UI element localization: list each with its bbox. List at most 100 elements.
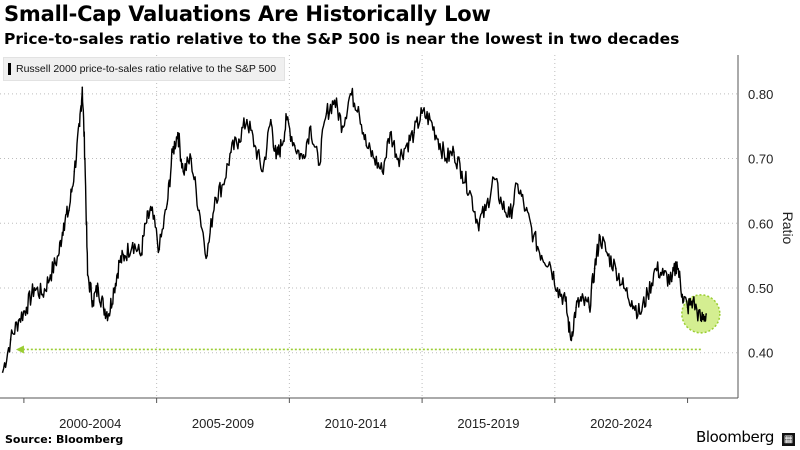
data-point bbox=[397, 157, 400, 160]
data-point bbox=[131, 241, 134, 244]
data-point bbox=[17, 319, 20, 322]
data-point bbox=[84, 157, 86, 160]
data-point bbox=[631, 300, 633, 302]
data-point bbox=[405, 144, 407, 147]
data-point bbox=[593, 267, 596, 270]
data-point bbox=[293, 144, 296, 147]
data-point bbox=[477, 222, 479, 225]
legend-swatch bbox=[8, 63, 11, 75]
data-point bbox=[500, 203, 503, 205]
y-tick-label: 0.70 bbox=[748, 152, 773, 167]
data-point bbox=[508, 215, 511, 218]
data-point bbox=[145, 222, 147, 225]
data-point bbox=[158, 248, 161, 250]
data-point bbox=[9, 338, 12, 341]
data-point bbox=[62, 222, 65, 225]
data-point bbox=[686, 306, 689, 309]
data-point bbox=[681, 293, 684, 296]
data-point bbox=[182, 170, 184, 173]
data-point bbox=[177, 131, 179, 134]
chart-title: Small-Cap Valuations Are Historically Lo… bbox=[4, 2, 491, 26]
data-point bbox=[357, 105, 360, 108]
data-point bbox=[317, 164, 320, 166]
data-point bbox=[285, 118, 288, 121]
data-point bbox=[280, 144, 283, 147]
data-point bbox=[373, 157, 376, 160]
data-point bbox=[516, 183, 519, 186]
data-point bbox=[429, 118, 431, 121]
data-point bbox=[269, 118, 272, 121]
data-point bbox=[102, 306, 105, 309]
data-point bbox=[68, 209, 70, 212]
data-point bbox=[41, 293, 44, 296]
data-point bbox=[607, 254, 609, 257]
data-point bbox=[670, 280, 673, 283]
data-point bbox=[692, 300, 694, 302]
data-point bbox=[97, 287, 100, 289]
data-point bbox=[437, 138, 439, 140]
data-point bbox=[556, 287, 559, 289]
data-point bbox=[492, 177, 495, 179]
data-point bbox=[569, 338, 572, 341]
data-point bbox=[33, 287, 36, 289]
data-point bbox=[524, 209, 527, 212]
y-tick-label: 0.50 bbox=[748, 281, 773, 296]
data-point bbox=[333, 99, 336, 102]
data-point bbox=[548, 261, 551, 263]
x-tick-label: 2010-2014 bbox=[325, 416, 387, 431]
chart-subtitle: Price-to-sales ratio relative to the S&P… bbox=[4, 30, 680, 48]
data-point bbox=[325, 112, 328, 115]
y-tick-label: 0.60 bbox=[748, 216, 773, 231]
data-point bbox=[206, 254, 208, 257]
data-point bbox=[341, 125, 344, 127]
data-point bbox=[532, 235, 535, 238]
x-tick-label: 2005-2009 bbox=[192, 416, 254, 431]
y-axis-label: Ratio bbox=[780, 212, 796, 245]
data-point bbox=[599, 235, 601, 238]
bloomberg-logo: Bloomberg bbox=[696, 428, 774, 446]
data-point bbox=[49, 274, 52, 276]
data-point bbox=[646, 293, 649, 296]
data-point bbox=[705, 313, 707, 315]
data-point bbox=[349, 93, 352, 95]
data-point bbox=[365, 144, 368, 147]
data-point bbox=[662, 274, 665, 276]
data-point bbox=[413, 131, 415, 134]
data-point bbox=[615, 267, 617, 270]
data-point bbox=[638, 313, 641, 315]
arrow-head-icon bbox=[15, 345, 24, 354]
data-point bbox=[453, 151, 455, 153]
data-point bbox=[108, 313, 110, 315]
data-point bbox=[588, 306, 591, 309]
data-point bbox=[254, 144, 256, 147]
data-point bbox=[238, 138, 240, 140]
data-point bbox=[86, 274, 89, 276]
data-point bbox=[57, 254, 60, 257]
bloomberg-terminal-icon: ▦ bbox=[782, 433, 795, 446]
data-point bbox=[222, 183, 224, 186]
data-point bbox=[469, 190, 471, 192]
data-point bbox=[25, 306, 28, 309]
data-point bbox=[78, 125, 81, 127]
data-point bbox=[166, 203, 169, 205]
source-note: Source: Bloomberg bbox=[5, 433, 124, 446]
data-point bbox=[171, 151, 174, 153]
data-point bbox=[190, 157, 192, 160]
x-tick-label: 2015-2019 bbox=[457, 416, 519, 431]
data-point bbox=[676, 261, 678, 263]
data-point bbox=[623, 287, 625, 289]
data-point bbox=[198, 209, 200, 212]
data-point bbox=[381, 170, 384, 173]
data-point bbox=[1, 371, 4, 373]
data-point bbox=[654, 267, 657, 270]
data-point bbox=[150, 209, 153, 212]
data-point bbox=[575, 306, 577, 309]
data-point bbox=[262, 170, 264, 173]
data-point bbox=[309, 125, 312, 127]
y-tick-label: 0.40 bbox=[748, 346, 773, 361]
y-tick-label: 0.80 bbox=[748, 87, 773, 102]
data-point bbox=[461, 170, 463, 173]
data-point bbox=[81, 86, 84, 89]
data-point bbox=[92, 300, 94, 302]
